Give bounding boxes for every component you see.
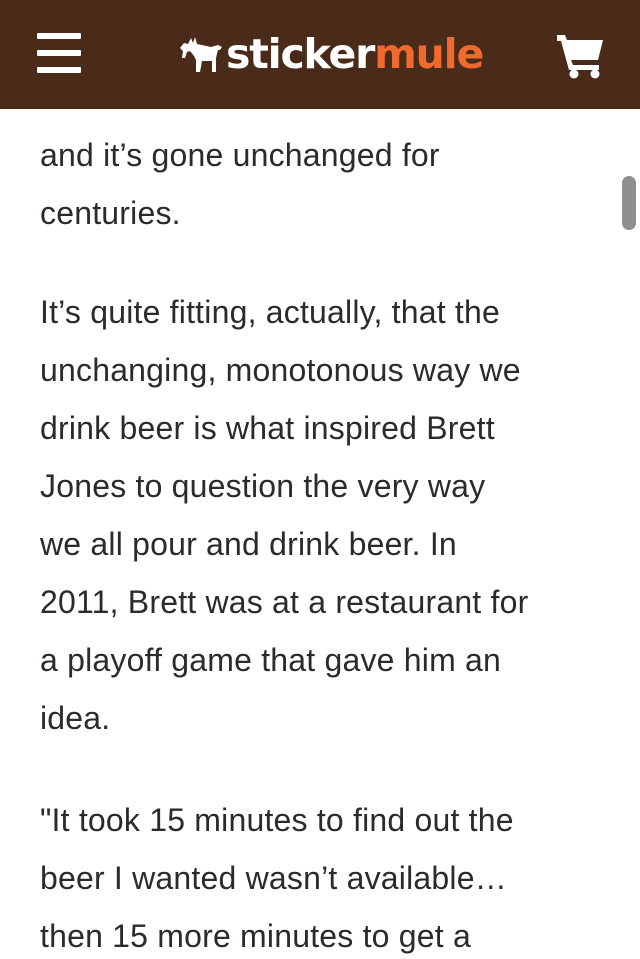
text-line: "It took 15 minutes to find out the (40, 802, 514, 838)
text-line: 2011, Brett was at a restaurant for (40, 584, 529, 620)
scrollbar-thumb[interactable] (622, 176, 636, 230)
brand-logo[interactable]: sticker mule (178, 26, 484, 82)
paragraph: It’s quite fitting, actually, that the u… (40, 283, 528, 747)
text-line: we all pour and drink beer. In (40, 526, 457, 562)
brand-name-sticker: sticker (226, 30, 375, 78)
text-line: idea. (40, 700, 111, 736)
paragraph: and it’s gone unchanged for centuries. (40, 126, 440, 242)
text-line: Jones to question the very way (40, 468, 486, 504)
text-line: and it’s gone unchanged for (40, 137, 440, 173)
shopping-cart-icon[interactable] (555, 33, 605, 79)
site-header: sticker mule (0, 0, 640, 109)
text-line: It’s quite fitting, actually, that the (40, 294, 501, 330)
text-line: drink beer is what inspired Brett (40, 410, 495, 446)
text-line: beer I wanted wasn’t available… (40, 860, 507, 896)
text-line: unchanging, monotonous way we (40, 352, 521, 388)
text-line: a playoff game that gave him an (40, 642, 502, 678)
brand-name-mule: mule (374, 30, 484, 78)
text-line: centuries. (40, 195, 181, 231)
hamburger-menu-icon[interactable] (37, 33, 81, 73)
text-line: then 15 more minutes to get a (40, 918, 471, 954)
paragraph: "It took 15 minutes to find out the beer… (40, 791, 514, 959)
mule-icon (180, 37, 222, 72)
